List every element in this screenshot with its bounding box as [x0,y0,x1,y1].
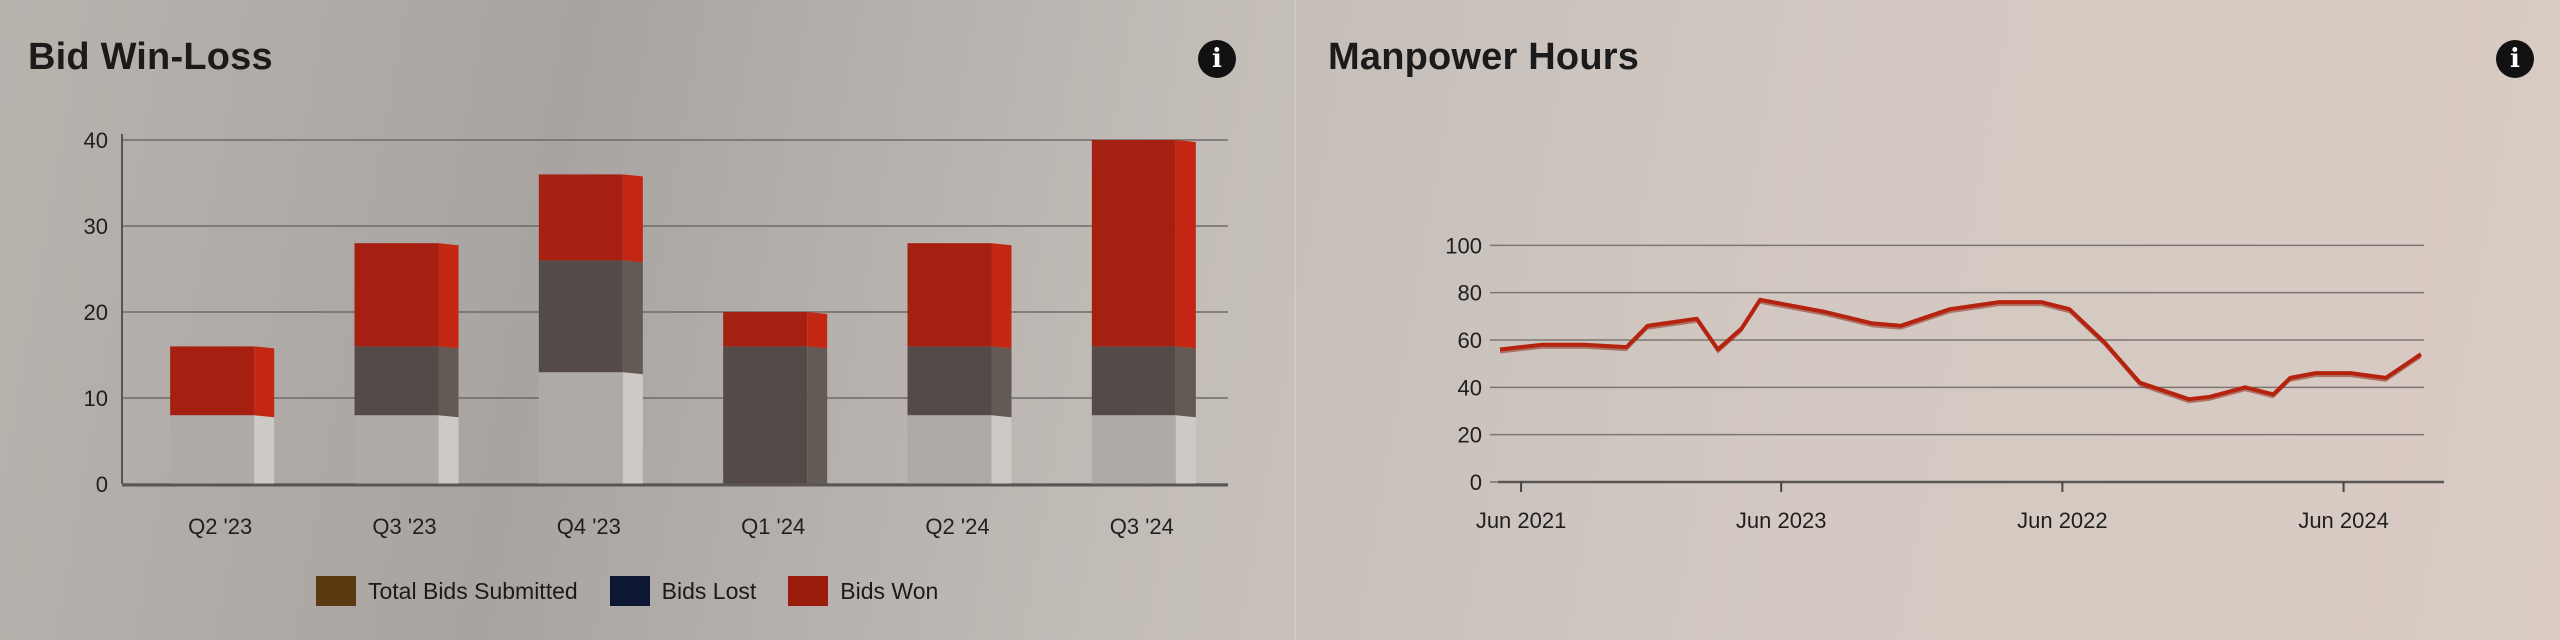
legend-swatch [609,576,650,606]
y-tick-label: 30 [84,214,108,239]
chart-legend: Total Bids Submitted Bids Lost Bids Won [316,576,938,606]
bar-segment[interactable] [907,415,1012,486]
legend-item[interactable]: Bids Won [788,576,938,606]
x-tick-label: Q3 '24 [1110,514,1174,539]
y-tick-label: 20 [1458,423,1482,448]
legend-label: Total Bids Submitted [368,577,578,604]
bar-segment[interactable] [170,346,275,418]
legend-label: Bids Won [840,577,939,604]
x-tick-label: Q4 '23 [557,514,621,539]
bar-segment[interactable] [1091,346,1196,418]
manpower-hours-panel: Manpower Hours i 0 20 40 60 80 100 Jun 2021 Jun… [1296,0,2560,640]
bar-segment[interactable] [1091,415,1196,486]
bar-segment[interactable] [538,260,643,375]
x-tick-label: Q2 '23 [188,514,252,539]
y-tick-label: 100 [1445,233,1482,258]
bar-segment[interactable] [354,243,459,349]
series-line[interactable] [1499,297,2423,402]
x-tick-label: Jun 2022 [2017,508,2108,533]
bar-segment[interactable] [538,372,643,486]
info-icon[interactable]: i [1198,40,1236,78]
y-tick-label: 40 [84,128,108,153]
bid-win-loss-title: Bid Win-Loss [28,36,273,78]
y-tick-label: 80 [1458,281,1482,306]
manpower-hours-title: Manpower Hours [1328,36,1640,78]
x-tick-label: Q3 '23 [372,514,436,539]
bar-segment[interactable] [354,346,459,418]
legend-swatch [788,576,829,606]
legend-label: Bids Lost [661,577,757,604]
info-icon[interactable]: i [2496,40,2534,78]
panel-divider [1294,0,1296,640]
y-tick-label: 40 [1458,375,1482,400]
x-tick-label: Jun 2023 [1736,508,1827,533]
bar-segment[interactable] [170,415,275,486]
legend-item[interactable]: Total Bids Submitted [316,576,578,606]
y-tick-label: 10 [84,386,108,411]
bid-win-loss-panel: Bid Win-Loss i 0 10 20 30 40 Q2 '23 Q3 '23 Q4 '… [28,36,1236,606]
x-tick-label: Jun 2024 [2298,508,2389,533]
legend-swatch [316,576,356,606]
manpower-hours-chart: 0 20 40 60 80 100 Jun 2021 Jun 2023 Jun 2022 Jun … [1445,233,2444,533]
y-tick-label: 0 [1470,470,1482,495]
y-tick-label: 60 [1458,328,1482,353]
bar-segment[interactable] [538,174,643,263]
y-tick-label: 20 [84,300,108,325]
bar-segment[interactable] [907,243,1012,349]
bid-win-loss-chart: 0 10 20 30 40 Q2 '23 Q3 '23 Q4 '23 Q1 '24 Q2 '24 Q… [84,128,1228,539]
bar-segment[interactable] [723,312,828,349]
bar-segment[interactable] [1091,140,1196,349]
bar-segment[interactable] [723,346,828,486]
legend-item[interactable]: Bids Lost [609,576,757,606]
x-tick-label: Q1 '24 [741,514,805,539]
bar-segment[interactable] [354,415,459,486]
y-tick-label: 0 [96,472,108,497]
x-tick-label: Q2 '24 [925,514,989,539]
x-tick-label: Jun 2021 [1476,508,1567,533]
bar-segment[interactable] [907,346,1012,418]
